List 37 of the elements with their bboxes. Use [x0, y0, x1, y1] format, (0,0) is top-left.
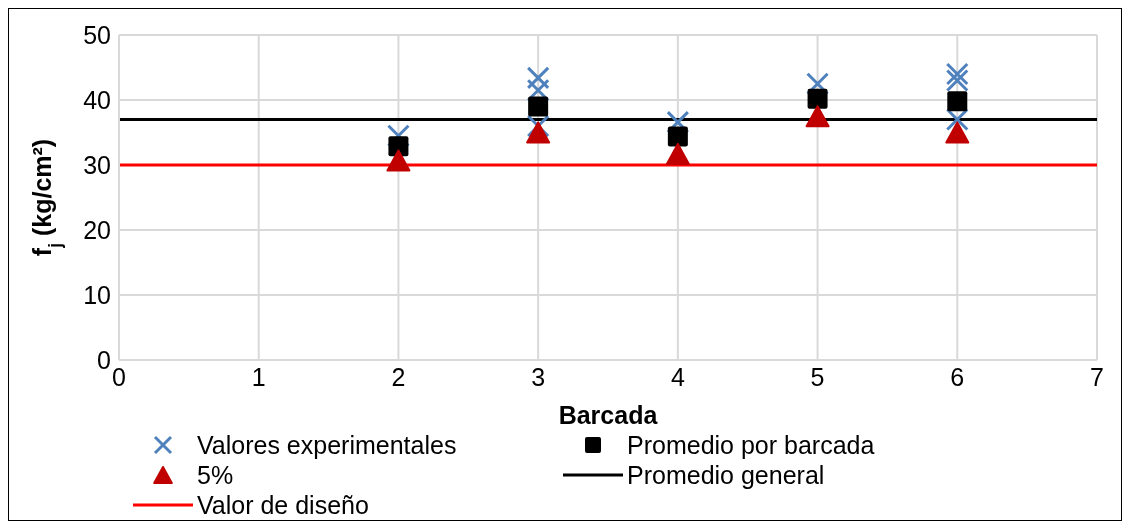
x-tick-label: 6 — [950, 362, 965, 391]
legend-label: Promedio general — [627, 460, 825, 490]
point — [945, 108, 969, 131]
point — [665, 142, 690, 165]
x-tick-label: 5 — [810, 362, 825, 391]
point — [807, 88, 828, 109]
point — [386, 149, 411, 172]
x-tick-label: 1 — [251, 362, 266, 391]
point — [526, 78, 550, 102]
y-tick-label: 50 — [83, 20, 111, 49]
x-tick-label: 4 — [670, 362, 685, 391]
point — [805, 105, 830, 128]
point — [806, 72, 830, 96]
legend-label: Promedio por barcada — [627, 430, 875, 460]
x-axis-title: Barcada — [558, 401, 659, 429]
legend-label: Valores experimentales — [197, 430, 457, 460]
point — [526, 114, 550, 138]
point — [945, 69, 969, 92]
point — [526, 121, 551, 144]
point — [945, 62, 969, 86]
y-tick-label: 40 — [83, 85, 111, 114]
point — [526, 66, 550, 90]
point — [945, 121, 970, 144]
point — [947, 91, 968, 112]
legend-label: Valor de diseño — [197, 490, 369, 520]
y-tick-label: 20 — [83, 215, 111, 244]
point — [388, 136, 409, 157]
x-tick-label: 3 — [531, 362, 546, 391]
point — [528, 96, 549, 117]
y-tick-label: 10 — [83, 280, 111, 309]
point — [667, 126, 688, 147]
x-tick-label: 2 — [391, 362, 406, 391]
x-tick-label: 7 — [1090, 362, 1104, 391]
legend-label: 5% — [197, 460, 234, 490]
point — [386, 124, 410, 148]
point — [666, 110, 690, 134]
y-tick-label: 30 — [83, 150, 111, 179]
